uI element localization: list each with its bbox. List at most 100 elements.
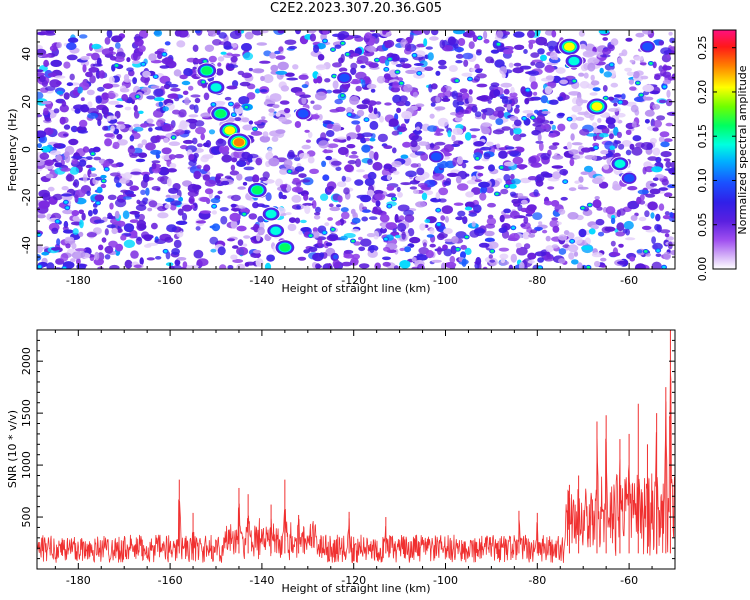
spectrogram-texture-blob	[499, 253, 509, 260]
spectrogram-texture-blob	[474, 179, 482, 183]
spectrogram-texture-blob	[178, 109, 187, 118]
spectrogram-texture-blob	[229, 212, 241, 222]
spectrogram-spark-core	[91, 152, 95, 156]
spectrogram-texture-blob	[639, 62, 647, 66]
spectrogram-texture-blob	[116, 228, 123, 234]
spectrogram-texture-blob	[172, 109, 181, 115]
spectrogram-texture-blob	[146, 257, 155, 261]
x-tick-label: -80	[528, 274, 546, 287]
spectrogram-texture-blob	[419, 223, 426, 231]
spectrogram-texture-blob	[375, 200, 381, 207]
spectrogram-texture-blob	[223, 45, 233, 50]
spectrogram-texture-blob	[509, 150, 522, 158]
spectrogram-texture-blob	[388, 118, 399, 127]
spectrogram-texture-blob	[322, 120, 332, 125]
spectrogram-texture-blob	[275, 112, 281, 117]
spectrogram-texture-blob	[659, 229, 671, 234]
spectrogram-texture-blob	[357, 236, 363, 241]
spectrogram-texture-blob	[148, 127, 153, 132]
spectrogram-texture-blob	[112, 141, 120, 150]
spectrogram-texture-blob	[551, 155, 564, 160]
spectrogram-texture-blob	[307, 131, 313, 138]
spectrogram-texture-blob	[351, 228, 360, 233]
spectrogram-spark-core	[212, 204, 216, 208]
spectrogram-texture-blob	[527, 30, 535, 39]
spectrogram-texture-blob	[351, 217, 361, 224]
spectrogram-texture-blob	[527, 176, 538, 181]
spectrogram-texture-blob	[63, 92, 70, 100]
spectrogram-texture-blob	[98, 70, 105, 79]
spectrogram-texture-blob	[544, 65, 555, 73]
spectrogram-texture-blob	[658, 136, 665, 143]
spectrogram-texture-blob	[664, 211, 670, 216]
spectrogram-texture-blob	[111, 163, 120, 168]
spectrogram-texture-blob	[629, 86, 637, 91]
spectrogram-texture-blob	[133, 264, 142, 268]
spectrogram-texture-blob	[566, 141, 572, 150]
spectrogram-texture-blob	[441, 205, 453, 215]
spectrogram-texture-blob	[323, 149, 328, 154]
spectrogram-texture-blob	[241, 117, 250, 123]
spectrogram-texture-blob	[129, 154, 138, 159]
spectrogram-texture-blob	[361, 132, 373, 137]
spectrogram-texture-blob	[457, 156, 463, 165]
spectrogram-texture-blob	[181, 212, 188, 221]
spectrogram-texture-blob	[122, 196, 132, 200]
spectrogram-texture-blob	[584, 155, 596, 160]
spectrogram-texture-blob	[155, 135, 161, 143]
spectrogram-texture-blob	[493, 89, 501, 97]
spectrogram-spark-core	[455, 79, 459, 83]
spectrogram-texture-blob	[49, 79, 61, 88]
spectrogram-texture-blob	[227, 265, 234, 269]
spectrogram-texture-blob	[275, 70, 288, 75]
spectrogram-texture-blob	[549, 219, 560, 228]
spectrogram-texture-blob	[628, 79, 635, 85]
spectrogram-texture-blob	[510, 253, 517, 263]
spectrogram-texture-blob	[655, 253, 662, 257]
spectrogram-texture-blob	[89, 75, 96, 84]
spectrogram-texture-blob	[369, 245, 375, 254]
spectrogram-texture-blob	[71, 155, 83, 160]
spectrogram-texture-blob	[573, 251, 579, 257]
spectrogram-texture-blob	[346, 136, 351, 141]
spectrogram-texture-blob	[204, 44, 215, 52]
spectrogram-texture-blob	[261, 116, 266, 120]
spectrogram-texture-blob	[179, 74, 188, 80]
spectrogram-texture-blob	[445, 178, 452, 185]
spectrogram-texture-blob	[425, 46, 433, 50]
spectrogram-texture-blob	[520, 86, 527, 95]
spectrogram-texture-blob	[74, 248, 87, 252]
spectrogram-texture-blob	[530, 81, 538, 90]
spectrogram-texture-blob	[196, 143, 203, 148]
spectrogram-spark-core	[526, 88, 530, 92]
spectrogram-texture-blob	[580, 147, 592, 153]
spectrogram-texture-blob	[570, 133, 575, 141]
spectrogram-texture-blob	[490, 82, 500, 87]
spectrogram-texture-blob	[613, 94, 623, 98]
spectrogram-texture-blob	[274, 50, 281, 55]
spectrogram-texture-blob	[384, 102, 392, 106]
spectrogram-texture-blob	[658, 203, 665, 211]
spectrogram-texture-blob	[107, 212, 113, 219]
spectrogram-texture-blob	[294, 217, 301, 224]
spectrogram-texture-blob	[165, 81, 172, 86]
spectrogram-texture-blob	[453, 202, 464, 206]
spectrogram-texture-blob	[37, 143, 42, 149]
spectrogram-texture-blob	[60, 167, 71, 172]
spectrogram-texture-blob	[233, 102, 241, 109]
spectrogram-texture-blob	[164, 236, 174, 243]
spectrogram-texture-blob	[571, 105, 583, 113]
spectrogram-texture-blob	[104, 254, 111, 260]
spectrogram-texture-blob	[170, 200, 182, 206]
spectrogram-texture-blob	[219, 264, 227, 269]
spectrogram-spark-core	[162, 52, 167, 56]
spectrogram-texture-blob	[362, 209, 371, 213]
spectrogram-texture-blob	[578, 72, 585, 77]
spectrogram-texture-blob	[453, 140, 464, 145]
spectrogram-texture-blob	[395, 101, 406, 107]
spectrogram-texture-blob	[156, 154, 161, 159]
spectrogram-spark-core	[62, 266, 67, 269]
spectrogram-texture-blob	[168, 141, 181, 146]
spectrogram-texture-blob	[535, 61, 545, 69]
spectrogram-texture-blob	[442, 45, 454, 52]
